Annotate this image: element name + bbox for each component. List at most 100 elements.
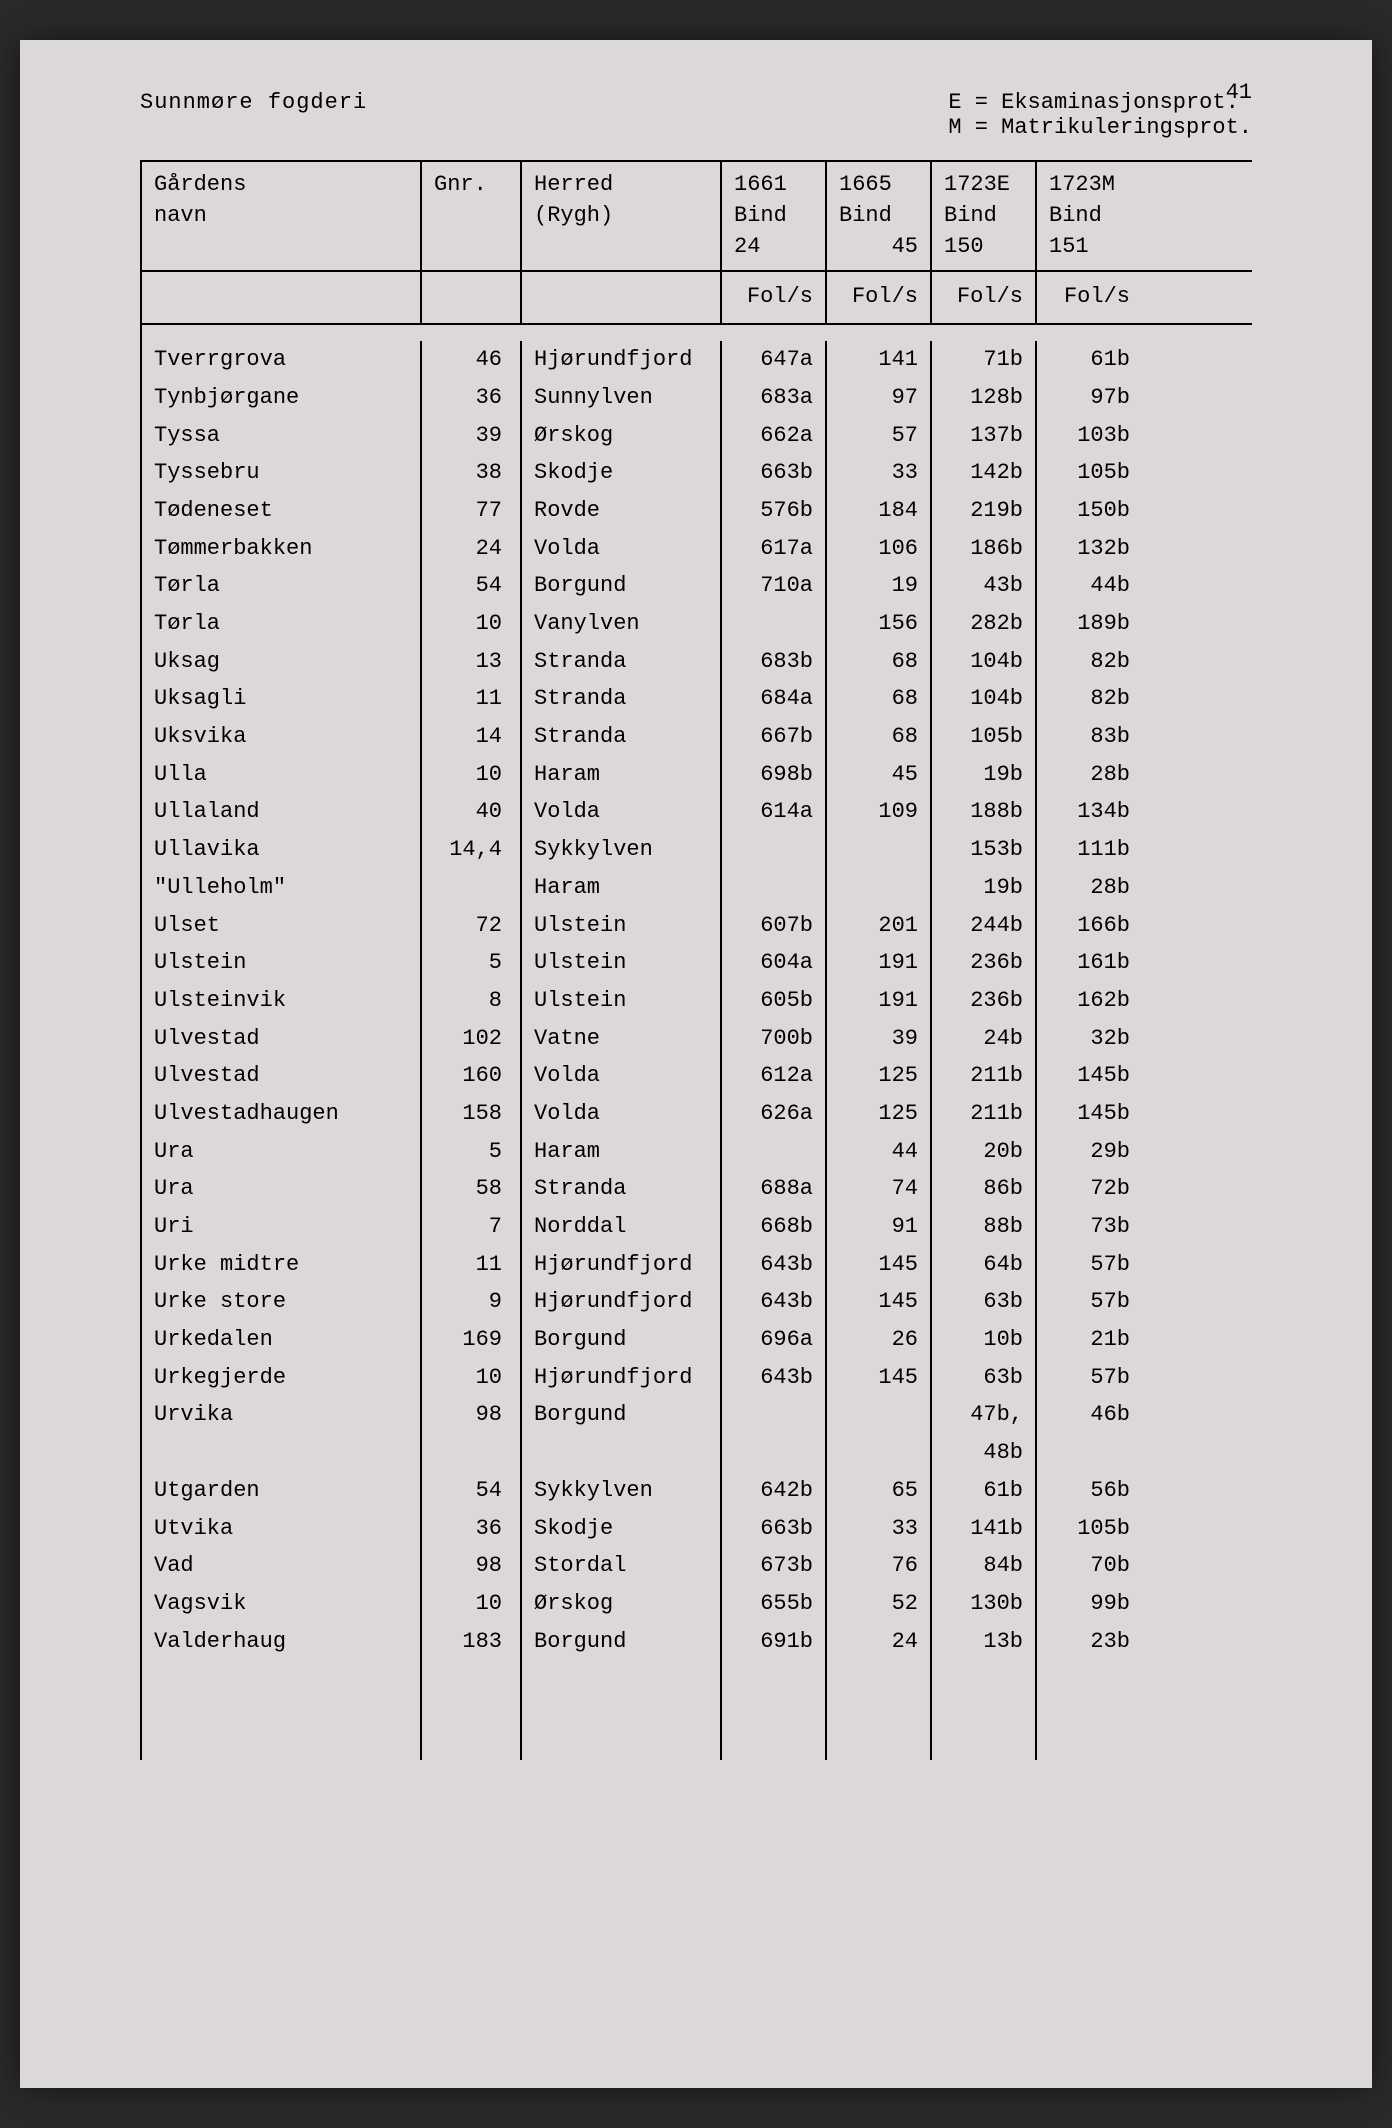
cell-herred xyxy=(522,1434,722,1472)
cell-gnr: 10 xyxy=(422,756,522,794)
cell-herred: Borgund xyxy=(522,1321,722,1359)
cell-1661: 612a xyxy=(722,1057,827,1095)
cell-gnr: 36 xyxy=(422,1510,522,1548)
table-row: Urke midtre11Hjørundfjord643b14564b57b xyxy=(142,1246,1252,1284)
cell-1661: 684a xyxy=(722,680,827,718)
cell-1723m: 21b xyxy=(1037,1321,1142,1359)
cell-gnr: 9 xyxy=(422,1283,522,1321)
cell-herred: Sykkylven xyxy=(522,831,722,869)
cell-1723m: 44b xyxy=(1037,567,1142,605)
cell-1723e: 10b xyxy=(932,1321,1037,1359)
cell-herred: Norddal xyxy=(522,1208,722,1246)
cell-1723e: 130b xyxy=(932,1585,1037,1623)
cell-name: Ulla xyxy=(142,756,422,794)
table-row: Tyssebru38Skodje663b33142b105b xyxy=(142,454,1252,492)
cell-gnr: 11 xyxy=(422,680,522,718)
cell-gnr: 5 xyxy=(422,944,522,982)
cell-gnr: 36 xyxy=(422,379,522,417)
cell-name: Tynbjørgane xyxy=(142,379,422,417)
cell-1723e: 63b xyxy=(932,1283,1037,1321)
cell-1665: 68 xyxy=(827,718,932,756)
cell-name: Valderhaug xyxy=(142,1623,422,1661)
cell-herred: Hjørundfjord xyxy=(522,1246,722,1284)
cell-1665: 106 xyxy=(827,530,932,568)
column-header-1661: 1661 Bind 24 xyxy=(722,162,827,270)
cell-herred: Volda xyxy=(522,1095,722,1133)
column-header-name: Gårdens navn xyxy=(142,162,422,270)
cell-1661: 700b xyxy=(722,1020,827,1058)
header-section: Sunnmøre fogderi E = Eksaminasjonsprot. … xyxy=(140,90,1252,140)
cell-1723e: 86b xyxy=(932,1170,1037,1208)
cell-herred: Borgund xyxy=(522,1396,722,1434)
table-row: Ulvestadhaugen158Volda626a125211b145b xyxy=(142,1095,1252,1133)
table-row: Ulla10Haram698b4519b28b xyxy=(142,756,1252,794)
table-header-row: Gårdens navn Gnr. Herred (Rygh) 1661 Bin… xyxy=(142,162,1252,272)
cell-1661: 605b xyxy=(722,982,827,1020)
cell-gnr: 38 xyxy=(422,454,522,492)
cell-1661: 662a xyxy=(722,417,827,455)
cell-herred: Rovde xyxy=(522,492,722,530)
cell-gnr: 54 xyxy=(422,567,522,605)
region-title: Sunnmøre fogderi xyxy=(140,90,367,140)
cell-herred: Borgund xyxy=(522,1623,722,1661)
cell-herred: Haram xyxy=(522,756,722,794)
cell-1661: 617a xyxy=(722,530,827,568)
cell-1661: 696a xyxy=(722,1321,827,1359)
cell-1723e: 188b xyxy=(932,793,1037,831)
cell-1723m: 162b xyxy=(1037,982,1142,1020)
cell-name: Ulvestad xyxy=(142,1057,422,1095)
cell-herred: Ørskog xyxy=(522,1585,722,1623)
cell-1661: 683b xyxy=(722,643,827,681)
cell-1723m: 134b xyxy=(1037,793,1142,831)
cell-1665: 91 xyxy=(827,1208,932,1246)
legend-e: E = Eksaminasjonsprot. xyxy=(948,90,1252,115)
cell-herred: Ulstein xyxy=(522,982,722,1020)
cell-herred: Stordal xyxy=(522,1547,722,1585)
cell-1665: 68 xyxy=(827,643,932,681)
cell-1661: 647a xyxy=(722,341,827,379)
cell-gnr: 13 xyxy=(422,643,522,681)
cell-1723e: 19b xyxy=(932,756,1037,794)
table-footer-space xyxy=(142,1660,1252,1760)
cell-1665: 141 xyxy=(827,341,932,379)
table-row: Vad98Stordal673b7684b70b xyxy=(142,1547,1252,1585)
cell-1665: 19 xyxy=(827,567,932,605)
cell-1665: 184 xyxy=(827,492,932,530)
cell-name: Tørla xyxy=(142,605,422,643)
cell-1723m: 103b xyxy=(1037,417,1142,455)
cell-1723e: 63b xyxy=(932,1359,1037,1397)
cell-1665: 26 xyxy=(827,1321,932,1359)
column-header-herred: Herred (Rygh) xyxy=(522,162,722,270)
cell-1665: 39 xyxy=(827,1020,932,1058)
cell-name: Tverrgrova xyxy=(142,341,422,379)
table-row: Ura5Haram 4420b29b xyxy=(142,1133,1252,1171)
cell-herred: Volda xyxy=(522,530,722,568)
cell-name: Tømmerbakken xyxy=(142,530,422,568)
table-row: Ulvestad160Volda612a125211b145b xyxy=(142,1057,1252,1095)
table-row: Uri7Norddal668b9188b73b xyxy=(142,1208,1252,1246)
cell-1723e: 88b xyxy=(932,1208,1037,1246)
cell-name: Urkedalen xyxy=(142,1321,422,1359)
cell-gnr: 10 xyxy=(422,605,522,643)
cell-gnr: 72 xyxy=(422,907,522,945)
cell-name: Ura xyxy=(142,1170,422,1208)
cell-1661: 643b xyxy=(722,1246,827,1284)
cell-gnr: 14 xyxy=(422,718,522,756)
cell-gnr: 11 xyxy=(422,1246,522,1284)
cell-1723m: 61b xyxy=(1037,341,1142,379)
cell-1723e: 43b xyxy=(932,567,1037,605)
cell-1661: 710a xyxy=(722,567,827,605)
cell-1723e: 282b xyxy=(932,605,1037,643)
cell-1723e: 236b xyxy=(932,944,1037,982)
cell-herred: Skodje xyxy=(522,454,722,492)
cell-name: Ulstein xyxy=(142,944,422,982)
cell-name: Tødeneset xyxy=(142,492,422,530)
table-row: Uksag13Stranda683b68104b82b xyxy=(142,643,1252,681)
table-row: Tynbjørgane36Sunnylven683a97128b97b xyxy=(142,379,1252,417)
cell-herred: Vanylven xyxy=(522,605,722,643)
cell-1665: 68 xyxy=(827,680,932,718)
cell-1723e: 236b xyxy=(932,982,1037,1020)
cell-gnr: 158 xyxy=(422,1095,522,1133)
cell-1723e: 105b xyxy=(932,718,1037,756)
cell-1723m: 105b xyxy=(1037,1510,1142,1548)
